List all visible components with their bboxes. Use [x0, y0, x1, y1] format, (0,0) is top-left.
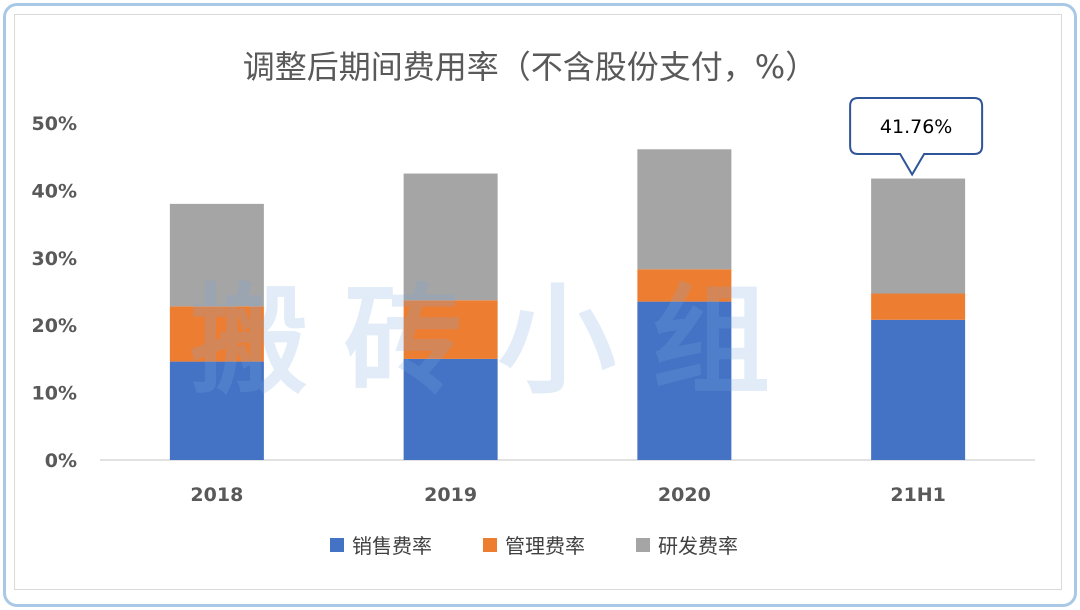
bar-segment: [871, 178, 966, 294]
bar-segment: [169, 361, 264, 460]
x-tick-label: 2019: [424, 484, 477, 506]
bar-segment: [403, 358, 498, 460]
y-tick-label: 0%: [45, 450, 77, 472]
annotation-label: 41.76%: [880, 116, 952, 138]
y-tick-label: 50%: [32, 113, 77, 135]
chart-title: 调整后期间费用率（不含股份支付，%）: [243, 48, 817, 86]
legend-swatch: [330, 538, 344, 552]
bar-segment: [637, 301, 732, 460]
annotation-callout: [849, 97, 984, 177]
bar-segment: [871, 293, 966, 320]
legend-swatch: [636, 538, 650, 552]
legend-label: 销售费率: [352, 534, 432, 558]
bar-segment: [169, 203, 264, 307]
x-tick-label: 21H1: [890, 484, 946, 506]
y-tick-label: 20%: [32, 315, 77, 337]
y-tick-label: 30%: [32, 248, 77, 270]
bar-segment: [403, 173, 498, 301]
x-tick-label: 2018: [190, 484, 243, 506]
y-tick-label: 40%: [32, 180, 77, 202]
legend-swatch: [483, 538, 497, 552]
bar-segment: [169, 306, 264, 362]
x-tick-label: 2020: [658, 484, 711, 506]
legend-label: 管理费率: [505, 534, 585, 558]
bar-segment: [637, 149, 732, 270]
bar-segment: [637, 269, 732, 302]
legend-label: 研发费率: [658, 534, 738, 558]
bar-segment: [871, 319, 966, 460]
y-tick-label: 10%: [32, 383, 77, 405]
bar-segment: [403, 300, 498, 359]
